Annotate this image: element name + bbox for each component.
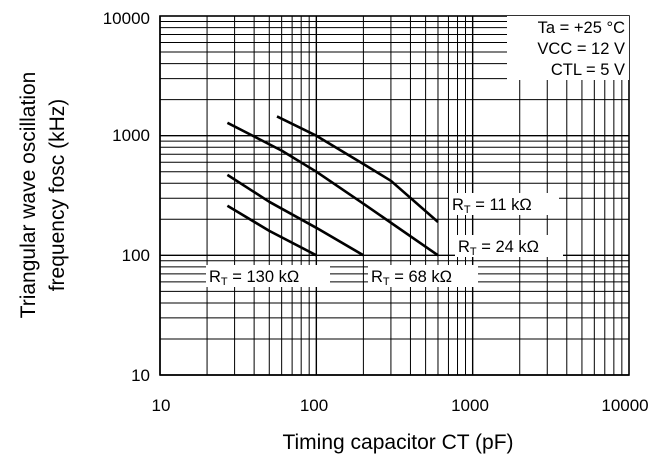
- y-tick-label-10000: 10000: [103, 9, 150, 28]
- condition-ctl: CTL = 5 V: [551, 61, 625, 79]
- y-tick-label-100: 100: [122, 246, 150, 265]
- y-axis-title-line1: Triangular wave oscillation: [17, 72, 40, 319]
- conditions-box-bg: [507, 16, 629, 80]
- series-label-130k: RT = 130 kΩ: [209, 268, 299, 288]
- y-tick-label-1000: 1000: [112, 126, 150, 145]
- x-tick-label-1000: 1000: [451, 396, 489, 415]
- label-bg-130k: [206, 265, 330, 287]
- label-bg-68k: [368, 265, 478, 287]
- series-label-11k: RT = 11 kΩ: [452, 196, 532, 216]
- condition-ta: Ta = +25 °C: [538, 19, 625, 37]
- series-line-0: [276, 115, 439, 223]
- series-line-1: [226, 121, 439, 257]
- curves: [226, 115, 439, 257]
- x-tick-label-10000: 10000: [601, 396, 648, 415]
- plot-border: [159, 15, 630, 376]
- series-label-24k: RT = 24 kΩ: [458, 238, 539, 258]
- series-line-2: [226, 173, 365, 257]
- condition-vcc: VCC = 12 V: [537, 40, 625, 58]
- y-axis-title-line2: frequency fosc (kHz): [46, 99, 69, 292]
- x-tick-label-100: 100: [300, 396, 328, 415]
- label-bg-11k: [449, 193, 559, 215]
- x-tick-label-10: 10: [152, 396, 171, 415]
- y-tick-label-10: 10: [131, 366, 150, 385]
- plot-frame: [159, 15, 630, 376]
- series-label-68k: RT = 68 kΩ: [371, 268, 452, 288]
- series-line-3: [226, 204, 317, 257]
- x-axis-title: Timing capacitor CT (pF): [282, 431, 513, 454]
- label-bg-24k: [455, 235, 563, 257]
